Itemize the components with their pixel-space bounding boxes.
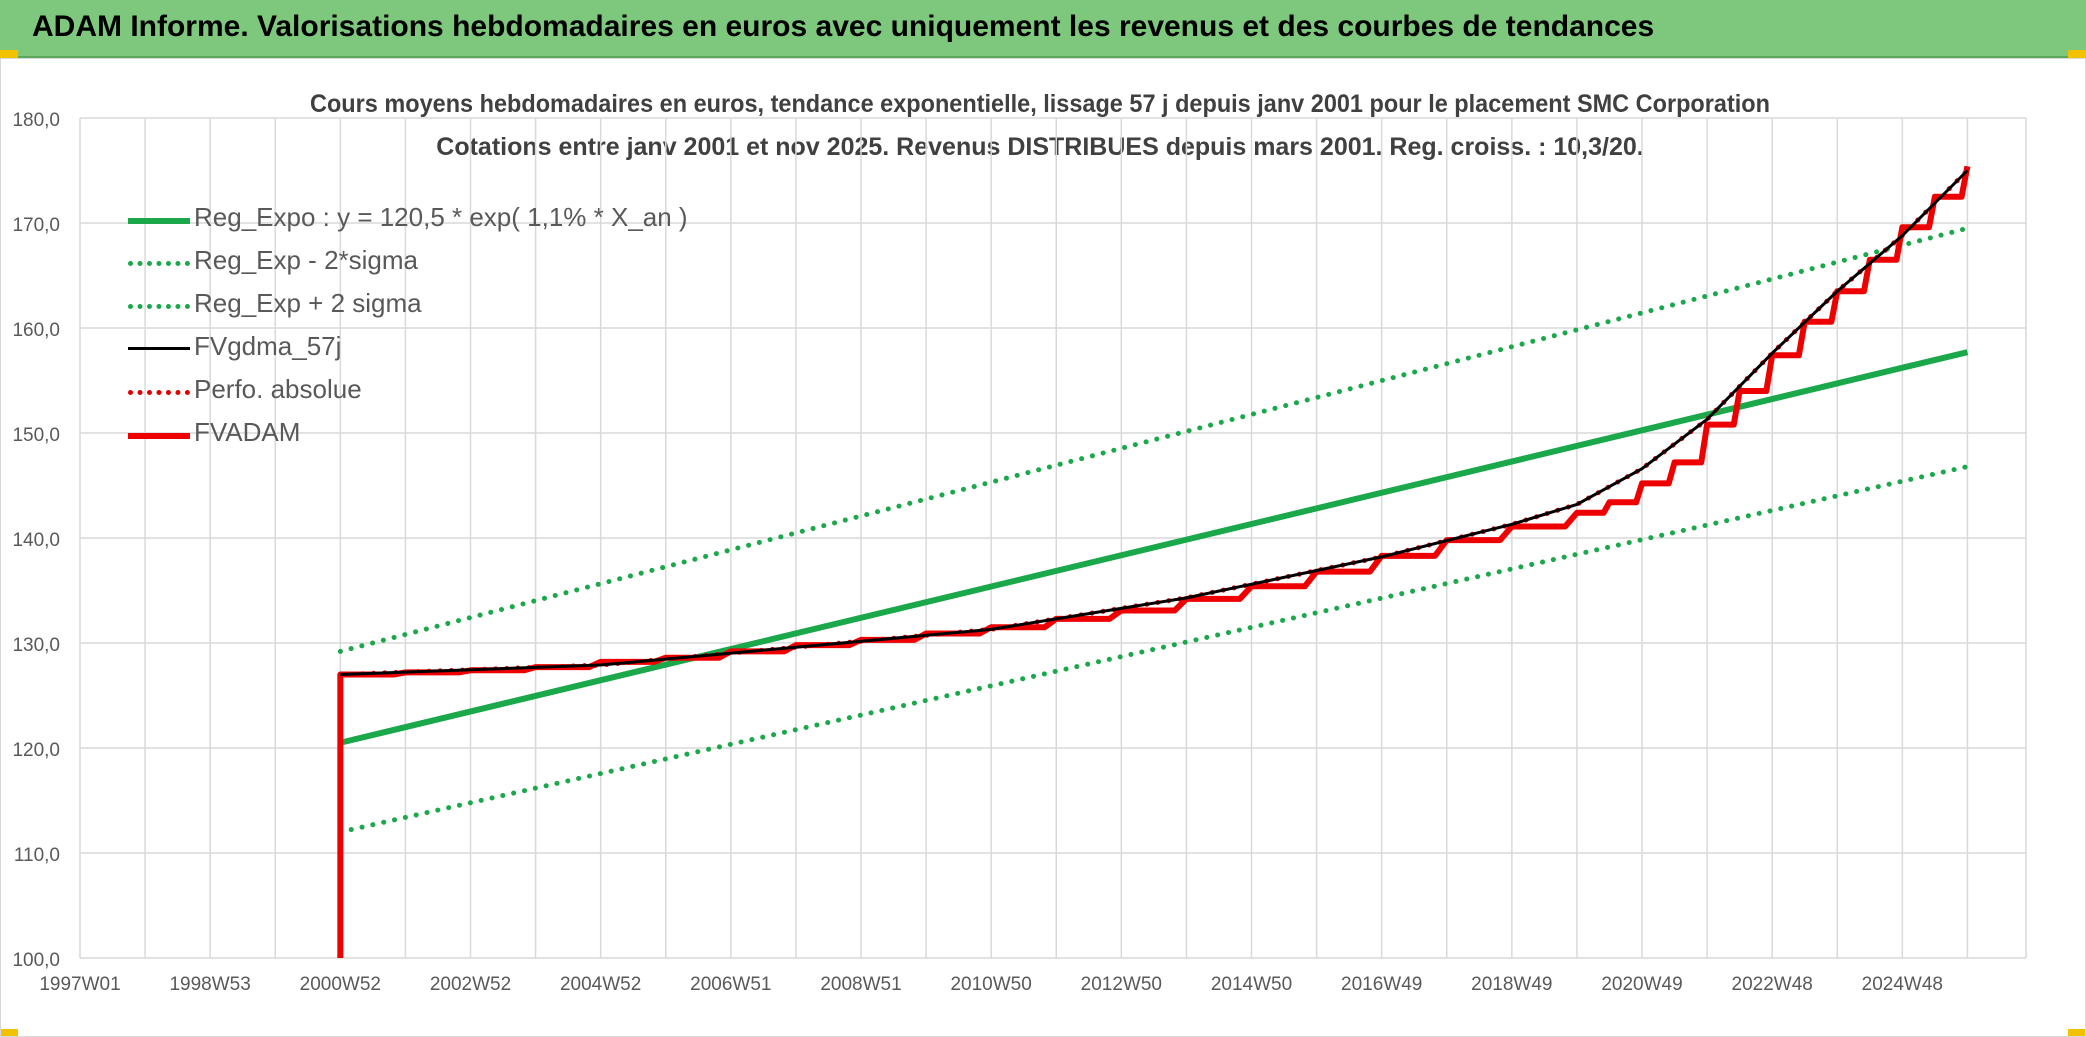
corner-mark-bottom-left xyxy=(0,1029,18,1037)
legend-label: Reg_Exp + 2 sigma xyxy=(194,288,422,318)
y-tick-label: 160,0 xyxy=(12,320,60,341)
legend-label: FVgdma_57j xyxy=(194,331,342,361)
x-axis-labels: 1997W01 1998W53 2000W52 2002W52 2004W52 2006W… xyxy=(39,974,1943,995)
x-tick-label: 2024W48 xyxy=(1862,974,1943,995)
x-tick-label: 2018W49 xyxy=(1471,974,1552,995)
chart-title: Cours moyens hebdomadaires en euros, ten… xyxy=(310,90,1770,118)
x-tick-label: 2014W50 xyxy=(1211,974,1292,995)
y-tick-label: 130,0 xyxy=(12,635,60,656)
x-tick-label: 1997W01 xyxy=(39,974,120,995)
x-tick-label: 2006W51 xyxy=(690,974,771,995)
series-layer xyxy=(337,165,1971,958)
x-tick-label: 2016W49 xyxy=(1341,974,1422,995)
legend-label: FVADAM xyxy=(194,417,301,447)
legend-item: Perfo. absolue xyxy=(128,372,748,412)
legend-item: FVADAM xyxy=(128,415,748,455)
legend-swatch xyxy=(128,304,190,309)
legend-swatch xyxy=(128,433,190,439)
x-tick-label: 2022W48 xyxy=(1732,974,1813,995)
y-tick-label: 110,0 xyxy=(14,845,60,866)
legend-label: Reg_Expo : y = 120,5 * exp( 1,1% * X_an … xyxy=(194,202,688,232)
corner-mark-left xyxy=(0,50,18,58)
x-tick-label: 2008W51 xyxy=(820,974,901,995)
y-axis-labels: 100,0 110,0 120,0 130,0 140,0 150,0 160,0 170,0… xyxy=(12,110,60,971)
series-line-fvgdma-57j xyxy=(340,169,1969,676)
banner-title: ADAM Informe. Valorisations hebdomadaire… xyxy=(32,10,1655,43)
series-line-reg-exp-2-sigma xyxy=(337,225,1970,654)
legend-item: FVgdma_57j xyxy=(128,329,748,369)
legend-swatch xyxy=(128,347,190,350)
y-tick-label: 100,0 xyxy=(12,950,60,971)
legend-label: Perfo. absolue xyxy=(194,374,362,404)
chart-subtitle: Cotations entre janv 2001 et nov 2025. R… xyxy=(436,133,1643,161)
corner-mark-bottom-right xyxy=(2068,1029,2086,1037)
x-tick-label: 2000W52 xyxy=(300,974,381,995)
x-tick-label: 2010W50 xyxy=(950,974,1031,995)
legend-label: Reg_Exp - 2*sigma xyxy=(194,245,418,275)
legend-item: Reg_Exp + 2 sigma xyxy=(128,286,748,326)
y-tick-label: 140,0 xyxy=(12,530,60,551)
x-tick-label: 2012W50 xyxy=(1081,974,1162,995)
y-tick-label: 180,0 xyxy=(12,110,60,131)
legend-swatch xyxy=(128,390,190,395)
x-tick-label: 2020W49 xyxy=(1601,974,1682,995)
legend-item: Reg_Expo : y = 120,5 * exp( 1,1% * X_an … xyxy=(128,200,748,240)
legend-swatch xyxy=(128,261,190,266)
legend-item: Reg_Exp - 2*sigma xyxy=(128,243,748,283)
y-tick-label: 120,0 xyxy=(12,740,60,761)
series-line-reg-exp-2-sigma xyxy=(337,464,1970,835)
x-tick-label: 2004W52 xyxy=(560,974,641,995)
y-tick-label: 170,0 xyxy=(12,215,60,236)
header-banner: ADAM Informe. Valorisations hebdomadaire… xyxy=(0,0,2086,58)
x-tick-label: 1998W53 xyxy=(169,974,250,995)
series-line-reg-expo-y-120-5-exp-1-1-x-an xyxy=(339,349,1969,746)
y-tick-label: 150,0 xyxy=(12,425,60,446)
x-tick-label: 2002W52 xyxy=(430,974,511,995)
legend-swatch xyxy=(128,218,190,224)
corner-mark-right xyxy=(2068,50,2086,58)
